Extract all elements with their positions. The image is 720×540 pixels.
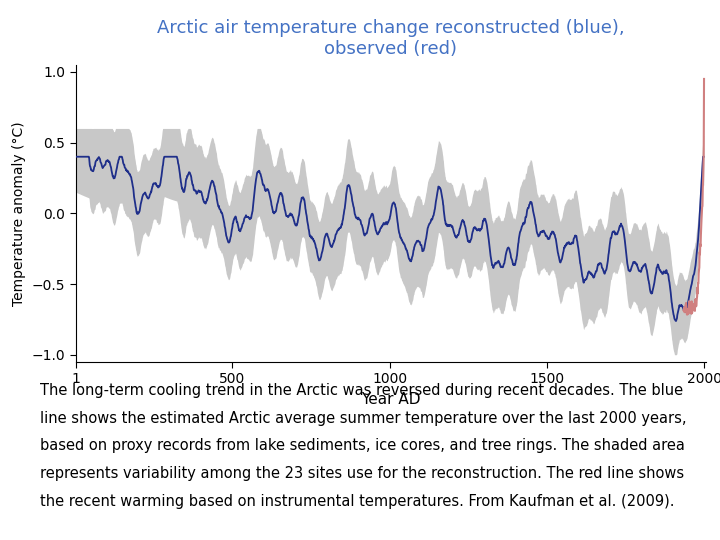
Text: represents variability among the 23 sites use for the reconstruction. The red li: represents variability among the 23 site… — [40, 466, 684, 481]
Text: line shows the estimated Arctic average summer temperature over the last 2000 ye: line shows the estimated Arctic average … — [40, 411, 686, 426]
Title: Arctic air temperature change reconstructed (blue),
observed (red): Arctic air temperature change reconstruc… — [157, 19, 624, 58]
Text: The long-term cooling trend in the Arctic was reversed during recent decades. Th: The long-term cooling trend in the Arcti… — [40, 383, 683, 399]
Text: the recent warming based on instrumental temperatures. From Kaufman et al. (2009: the recent warming based on instrumental… — [40, 494, 674, 509]
Y-axis label: Temperature anomaly (°C): Temperature anomaly (°C) — [12, 121, 26, 306]
Text: based on proxy records from lake sediments, ice cores, and tree rings. The shade: based on proxy records from lake sedimen… — [40, 438, 685, 454]
X-axis label: Year AD: Year AD — [361, 392, 420, 407]
